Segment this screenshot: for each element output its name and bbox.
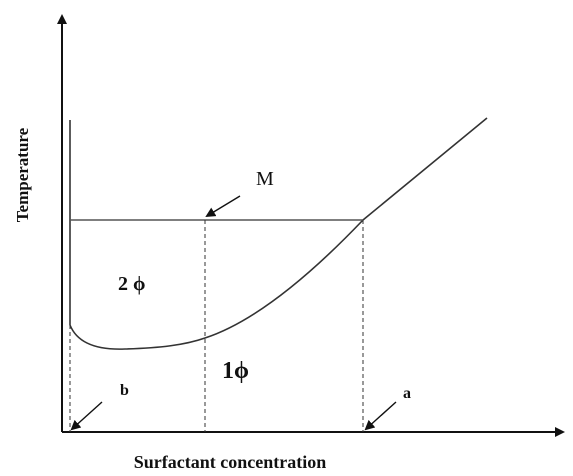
region-label: 1ϕ [222, 358, 249, 384]
y-axis-label: Temperature [13, 127, 32, 222]
point-label: M [256, 168, 274, 190]
point-label: b [120, 382, 129, 399]
arrow [205, 195, 241, 218]
point-label: a [403, 385, 411, 402]
arrow [364, 401, 397, 431]
region-label: 2 ϕ [118, 273, 145, 295]
arrow [70, 401, 103, 431]
phase-boundary [69, 117, 488, 350]
x-axis-label: Surfactant concentration [134, 452, 326, 472]
